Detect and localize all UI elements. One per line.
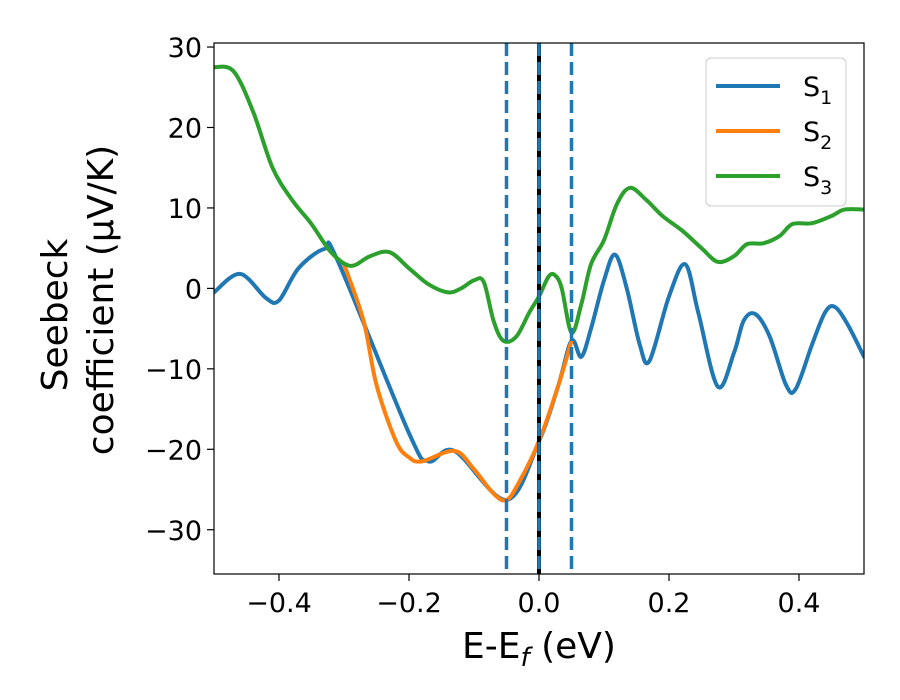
series-line-s3 <box>214 64 864 344</box>
x-axis-label-unit: (eV) <box>530 626 616 667</box>
y-tick-label: −20 <box>145 435 202 466</box>
y-tick-label: 30 <box>168 33 202 64</box>
series-line-s2 <box>342 262 574 503</box>
legend-label-s3: S3 <box>803 162 832 199</box>
legend-label-s1: S1 <box>803 72 832 109</box>
x-tick-label: 0.4 <box>778 588 821 619</box>
legend: S1 S2 S3 <box>705 57 847 207</box>
y-axis-label-line1: Seebeck <box>35 238 76 391</box>
y-axis-label-line2: coefficient (μV/K) <box>81 145 122 455</box>
x-tick-label: 0.0 <box>518 588 561 619</box>
y-axis-ticks: −30 −20 −10 0 10 20 30 <box>145 33 214 547</box>
y-tick-label: 20 <box>168 113 202 144</box>
x-axis-ticks: −0.4 −0.2 0.0 0.2 0.4 <box>246 574 820 619</box>
series-lines <box>214 64 864 503</box>
y-tick-label: −10 <box>145 355 202 386</box>
y-tick-label: −30 <box>145 516 202 547</box>
y-tick-label: 0 <box>185 274 202 305</box>
legend-label-s2: S2 <box>803 117 832 154</box>
x-tick-label: −0.4 <box>246 588 312 619</box>
x-tick-label: 0.2 <box>648 588 691 619</box>
reference-lines <box>504 43 574 574</box>
x-axis-label: E-Ef (eV) <box>462 626 616 673</box>
x-tick-label: −0.2 <box>376 588 442 619</box>
y-tick-label: 10 <box>168 194 202 225</box>
